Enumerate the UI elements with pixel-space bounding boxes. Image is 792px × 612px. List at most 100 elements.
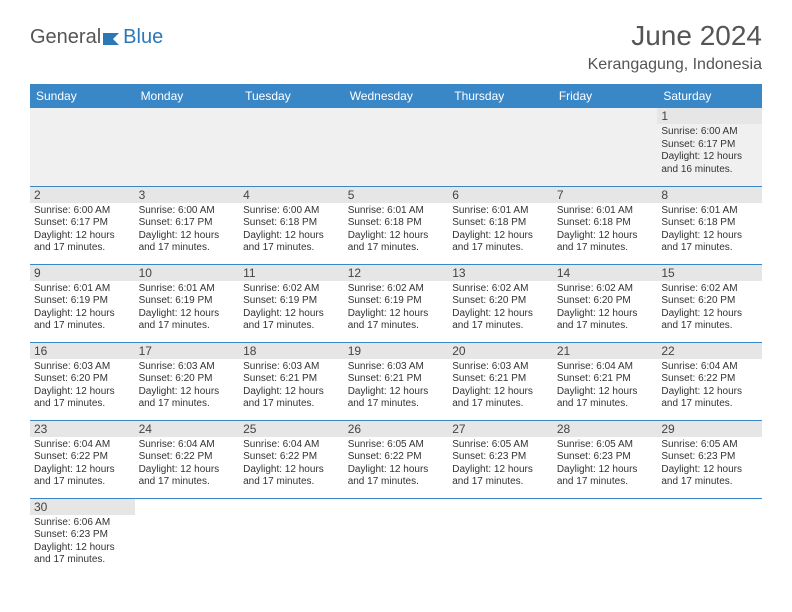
day-details: Sunrise: 6:04 AMSunset: 6:22 PMDaylight:… bbox=[34, 439, 131, 489]
day-details: Sunrise: 6:04 AMSunset: 6:22 PMDaylight:… bbox=[243, 439, 340, 489]
day-number: 13 bbox=[448, 265, 553, 281]
logo-text-blue: Blue bbox=[123, 26, 163, 49]
day-details: Sunrise: 6:03 AMSunset: 6:20 PMDaylight:… bbox=[139, 361, 236, 411]
day-number: 16 bbox=[30, 343, 135, 359]
calendar-row: 9Sunrise: 6:01 AMSunset: 6:19 PMDaylight… bbox=[30, 264, 762, 342]
calendar-cell: 21Sunrise: 6:04 AMSunset: 6:21 PMDayligh… bbox=[553, 342, 658, 420]
day-number: 15 bbox=[657, 265, 762, 281]
day-details: Sunrise: 6:04 AMSunset: 6:22 PMDaylight:… bbox=[139, 439, 236, 489]
day-number: 4 bbox=[239, 187, 344, 203]
calendar-row: 1 Sunrise: 6:00 AMSunset: 6:17 PMDaylight… bbox=[30, 108, 762, 186]
calendar-cell-empty bbox=[344, 108, 449, 186]
calendar-cell: 16 Sunrise: 6:03 AMSunset: 6:20 PMDayligh… bbox=[30, 342, 135, 420]
calendar-cell: 30 Sunrise: 6:06 AMSunset: 6:23 PMDayligh… bbox=[30, 498, 135, 576]
calendar-cell: 23 Sunrise: 6:04 AMSunset: 6:22 PMDayligh… bbox=[30, 420, 135, 498]
day-number: 1 bbox=[657, 108, 762, 124]
calendar-cell-empty bbox=[239, 498, 344, 576]
day-number: 8 bbox=[657, 187, 762, 203]
day-number: 17 bbox=[135, 343, 240, 359]
day-details: Sunrise: 6:02 AMSunset: 6:20 PMDaylight:… bbox=[557, 283, 654, 333]
logo: General Blue bbox=[30, 20, 163, 49]
weekday-header: Saturday bbox=[657, 84, 762, 108]
calendar-cell: 27Sunrise: 6:05 AMSunset: 6:23 PMDayligh… bbox=[448, 420, 553, 498]
calendar-cell-empty bbox=[448, 498, 553, 576]
weekday-header: Thursday bbox=[448, 84, 553, 108]
weekday-header-row: SundayMondayTuesdayWednesdayThursdayFrid… bbox=[30, 84, 762, 108]
day-number: 10 bbox=[135, 265, 240, 281]
calendar-cell: 25 Sunrise: 6:04 AMSunset: 6:22 PMDayligh… bbox=[239, 420, 344, 498]
day-details: Sunrise: 6:05 AMSunset: 6:23 PMDaylight:… bbox=[557, 439, 654, 489]
day-details: Sunrise: 6:02 AMSunset: 6:19 PMDaylight:… bbox=[348, 283, 445, 333]
calendar-row: 30 Sunrise: 6:06 AMSunset: 6:23 PMDayligh… bbox=[30, 498, 762, 576]
calendar-cell: 1 Sunrise: 6:00 AMSunset: 6:17 PMDaylight… bbox=[657, 108, 762, 186]
weekday-header: Friday bbox=[553, 84, 658, 108]
day-number: 18 bbox=[239, 343, 344, 359]
calendar-cell: 15 Sunrise: 6:02 AMSunset: 6:20 PMDayligh… bbox=[657, 264, 762, 342]
calendar-cell: 24 Sunrise: 6:04 AMSunset: 6:22 PMDayligh… bbox=[135, 420, 240, 498]
day-number: 6 bbox=[448, 187, 553, 203]
calendar-cell: 17 Sunrise: 6:03 AMSunset: 6:20 PMDayligh… bbox=[135, 342, 240, 420]
calendar-cell-empty bbox=[344, 498, 449, 576]
day-details: Sunrise: 6:00 AMSunset: 6:17 PMDaylight:… bbox=[139, 205, 236, 255]
day-number: 21 bbox=[553, 343, 658, 359]
calendar-body: 1 Sunrise: 6:00 AMSunset: 6:17 PMDaylight… bbox=[30, 108, 762, 576]
day-number: 29 bbox=[657, 421, 762, 437]
day-details: Sunrise: 6:02 AMSunset: 6:20 PMDaylight:… bbox=[661, 283, 758, 333]
day-number: 20 bbox=[448, 343, 553, 359]
day-details: Sunrise: 6:01 AMSunset: 6:18 PMDaylight:… bbox=[661, 205, 758, 255]
day-details: Sunrise: 6:00 AMSunset: 6:17 PMDaylight:… bbox=[34, 205, 131, 255]
calendar-cell: 13Sunrise: 6:02 AMSunset: 6:20 PMDayligh… bbox=[448, 264, 553, 342]
calendar-cell: 7 Sunrise: 6:01 AMSunset: 6:18 PMDaylight… bbox=[553, 186, 658, 264]
day-number: 7 bbox=[553, 187, 658, 203]
logo-flag-icon bbox=[103, 31, 121, 45]
day-details: Sunrise: 6:00 AMSunset: 6:17 PMDaylight:… bbox=[661, 126, 758, 176]
day-details: Sunrise: 6:05 AMSunset: 6:23 PMDaylight:… bbox=[661, 439, 758, 489]
day-details: Sunrise: 6:05 AMSunset: 6:23 PMDaylight:… bbox=[452, 439, 549, 489]
calendar-cell: 22Sunrise: 6:04 AMSunset: 6:22 PMDayligh… bbox=[657, 342, 762, 420]
calendar-cell: 9Sunrise: 6:01 AMSunset: 6:19 PMDaylight… bbox=[30, 264, 135, 342]
day-number: 9 bbox=[30, 265, 135, 281]
calendar-cell-empty bbox=[239, 108, 344, 186]
day-details: Sunrise: 6:03 AMSunset: 6:20 PMDaylight:… bbox=[34, 361, 131, 411]
weekday-header: Sunday bbox=[30, 84, 135, 108]
calendar-table: SundayMondayTuesdayWednesdayThursdayFrid… bbox=[30, 84, 762, 576]
calendar-cell: 10 Sunrise: 6:01 AMSunset: 6:19 PMDayligh… bbox=[135, 264, 240, 342]
calendar-cell-empty bbox=[135, 108, 240, 186]
calendar-cell: 18 Sunrise: 6:03 AMSunset: 6:21 PMDayligh… bbox=[239, 342, 344, 420]
calendar-cell-empty bbox=[553, 108, 658, 186]
day-number: 25 bbox=[239, 421, 344, 437]
day-details: Sunrise: 6:06 AMSunset: 6:23 PMDaylight:… bbox=[34, 517, 131, 567]
day-number: 24 bbox=[135, 421, 240, 437]
day-number: 2 bbox=[30, 187, 135, 203]
day-details: Sunrise: 6:03 AMSunset: 6:21 PMDaylight:… bbox=[452, 361, 549, 411]
day-details: Sunrise: 6:01 AMSunset: 6:18 PMDaylight:… bbox=[557, 205, 654, 255]
day-details: Sunrise: 6:01 AMSunset: 6:19 PMDaylight:… bbox=[139, 283, 236, 333]
calendar-row: 16Sunrise: 6:03 AMSunset: 6:20 PMDayligh… bbox=[30, 342, 762, 420]
day-details: Sunrise: 6:03 AMSunset: 6:21 PMDaylight:… bbox=[348, 361, 445, 411]
day-details: Sunrise: 6:03 AMSunset: 6:21 PMDaylight:… bbox=[243, 361, 340, 411]
day-details: Sunrise: 6:05 AMSunset: 6:22 PMDaylight:… bbox=[348, 439, 445, 489]
day-number: 11 bbox=[239, 265, 344, 281]
calendar-cell: 19 Sunrise: 6:03 AMSunset: 6:21 PMDayligh… bbox=[344, 342, 449, 420]
calendar-cell: 28Sunrise: 6:05 AMSunset: 6:23 PMDayligh… bbox=[553, 420, 658, 498]
day-number: 23 bbox=[30, 421, 135, 437]
calendar-cell: 12 Sunrise: 6:02 AMSunset: 6:19 PMDayligh… bbox=[344, 264, 449, 342]
calendar-cell: 6Sunrise: 6:01 AMSunset: 6:18 PMDaylight… bbox=[448, 186, 553, 264]
calendar-cell-empty bbox=[657, 498, 762, 576]
calendar-cell: 3 Sunrise: 6:00 AMSunset: 6:17 PMDaylight… bbox=[135, 186, 240, 264]
calendar-cell-empty bbox=[448, 108, 553, 186]
day-number: 19 bbox=[344, 343, 449, 359]
day-number: 30 bbox=[30, 499, 135, 515]
calendar-cell: 4Sunrise: 6:00 AMSunset: 6:18 PMDaylight… bbox=[239, 186, 344, 264]
day-details: Sunrise: 6:04 AMSunset: 6:22 PMDaylight:… bbox=[661, 361, 758, 411]
day-details: Sunrise: 6:02 AMSunset: 6:19 PMDaylight:… bbox=[243, 283, 340, 333]
day-number: 3 bbox=[135, 187, 240, 203]
month-title: June 2024 bbox=[588, 20, 762, 52]
weekday-header: Monday bbox=[135, 84, 240, 108]
header: General Blue June 2024 Kerangagung, Indo… bbox=[30, 20, 762, 74]
calendar-cell-empty bbox=[135, 498, 240, 576]
calendar-cell-empty bbox=[30, 108, 135, 186]
day-number: 12 bbox=[344, 265, 449, 281]
calendar-cell: 14Sunrise: 6:02 AMSunset: 6:20 PMDayligh… bbox=[553, 264, 658, 342]
day-number: 5 bbox=[344, 187, 449, 203]
